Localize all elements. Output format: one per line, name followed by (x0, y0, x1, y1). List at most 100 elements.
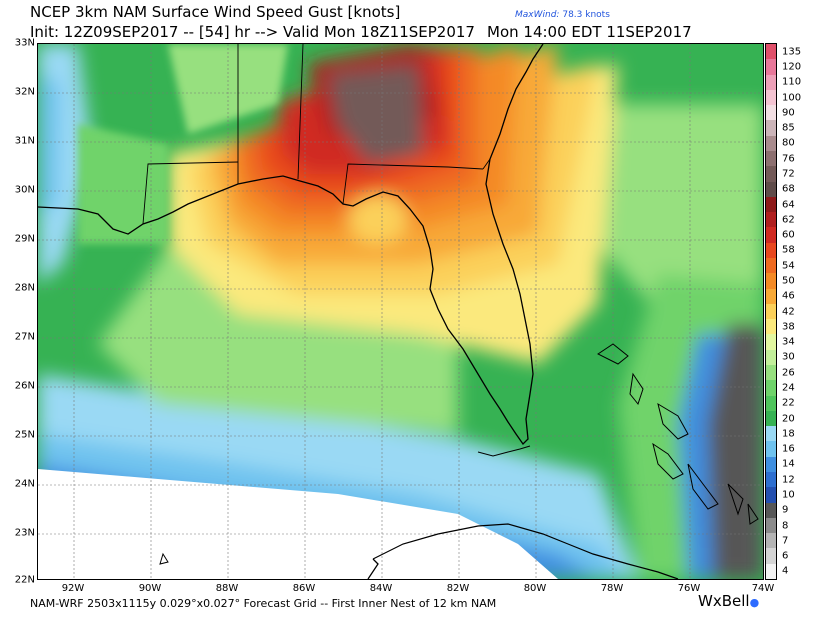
wxbell-logo: WxBell● (698, 592, 759, 610)
scale-swatch (766, 349, 776, 366)
scale-swatch (766, 227, 776, 244)
scale-label: 16 (782, 443, 795, 455)
scale-swatch (766, 548, 776, 565)
scale-swatch (766, 288, 776, 305)
lon-label-80w: 80W (523, 583, 547, 594)
scale-swatch (766, 303, 776, 320)
scale-swatch (766, 395, 776, 412)
scale-swatch (766, 135, 776, 152)
scale-label: 8 (782, 520, 789, 531)
lat-label-33n: 33N (14, 37, 35, 49)
scale-swatch (766, 441, 776, 458)
lat-label-29n: 29N (14, 233, 35, 245)
scale-label: 60 (782, 229, 795, 241)
scale-label: 30 (782, 351, 795, 363)
scale-swatch (766, 472, 776, 488)
scale-label: 90 (782, 107, 795, 119)
scale-label: 110 (782, 76, 802, 88)
scale-label: 85 (782, 122, 795, 134)
valid-local-time: Mon 14:00 EDT 11SEP2017 (487, 23, 692, 41)
scale-swatch (766, 319, 776, 335)
no-data-region (38, 469, 558, 579)
scale-label: 54 (782, 260, 795, 272)
lon-label-88w: 88W (215, 583, 239, 594)
lon-label-76w: 76W (677, 583, 701, 594)
scale-label: 26 (782, 367, 795, 379)
scale-label: 42 (782, 306, 795, 317)
scale-label: 10 (782, 489, 795, 501)
scale-label: 76 (782, 153, 795, 165)
scale-swatch (766, 502, 776, 519)
lat-label-31n: 31N (14, 135, 35, 147)
scale-label: 14 (782, 458, 795, 470)
scale-swatch (766, 487, 776, 504)
lat-label-28n: 28N (14, 282, 35, 294)
scale-swatch (766, 105, 776, 121)
scale-label: 58 (782, 244, 795, 256)
scale-label: 18 (782, 428, 795, 440)
lon-label-86w: 86W (292, 583, 316, 594)
scale-label: 135 (782, 46, 802, 58)
scale-swatch (766, 242, 776, 259)
scale-swatch (766, 166, 776, 183)
scale-label: 64 (782, 199, 795, 210)
scale-swatch (766, 365, 776, 381)
scale-label: 120 (782, 61, 802, 73)
scale-label: 72 (782, 168, 795, 180)
scale-swatch (766, 456, 776, 473)
scale-swatch (766, 410, 776, 427)
logo-dot-icon: ● (749, 596, 760, 609)
lat-label-24n: 24N (14, 478, 35, 490)
map-title: NCEP 3km NAM Surface Wind Speed Gust [kn… (30, 3, 401, 21)
scale-label: 22 (782, 397, 795, 409)
lon-label-92w: 92W (61, 583, 85, 594)
logo-text: WxBell (698, 592, 750, 610)
lon-label-90w: 90W (138, 583, 162, 594)
scale-swatch (766, 74, 776, 91)
scale-label: 80 (782, 137, 795, 149)
scale-label: 7 (782, 535, 789, 547)
scale-label: 46 (782, 290, 795, 302)
max-wind-value: 78.3 knots (562, 10, 610, 20)
grid-info-footer: NAM-WRF 2503x1115y 0.029°x0.027° Forecas… (30, 597, 497, 610)
scale-swatch (766, 380, 776, 397)
scale-swatch (766, 151, 776, 167)
lon-label-84w: 84W (369, 583, 393, 594)
scale-swatch (766, 120, 776, 137)
lon-label-78w: 78W (600, 583, 624, 594)
lat-label-25n: 25N (14, 429, 35, 441)
max-wind-label: MaxWind: (515, 10, 560, 20)
scale-label: 38 (782, 321, 795, 333)
scale-swatch (766, 533, 776, 549)
lat-label-27n: 27N (14, 331, 35, 343)
scale-label: 50 (782, 275, 795, 287)
graticule (38, 44, 763, 579)
scale-swatch (766, 426, 776, 442)
init-valid-line: Init: 12Z09SEP2017 -- [54] hr --> Valid … (30, 23, 475, 41)
scale-swatch (766, 258, 776, 274)
scale-label: 24 (782, 382, 795, 394)
scale-label: 62 (782, 214, 795, 226)
color-scale-bar (765, 43, 777, 580)
max-wind-readout: MaxWind: 78.3 knots (515, 10, 610, 20)
scale-label: 6 (782, 550, 789, 562)
scale-label: 4 (782, 565, 789, 577)
lat-label-26n: 26N (14, 380, 35, 392)
map-canvas (38, 44, 763, 579)
scale-swatch (766, 212, 776, 228)
scale-swatch (766, 563, 776, 580)
scale-label: 100 (782, 92, 802, 103)
scale-label: 12 (782, 474, 795, 486)
lat-label-30n: 30N (14, 184, 35, 196)
scale-swatch (766, 273, 776, 290)
lat-label-32n: 32N (14, 86, 35, 98)
scale-swatch (766, 89, 776, 106)
lat-label-22n: 22N (14, 574, 35, 586)
lon-label-74w: 74W (751, 583, 775, 594)
scale-swatch (766, 59, 776, 76)
scale-swatch (766, 181, 776, 198)
scale-swatch (766, 196, 776, 213)
scale-label: 9 (782, 504, 789, 516)
scale-swatch (766, 334, 776, 351)
gust-field-shading (38, 44, 763, 579)
